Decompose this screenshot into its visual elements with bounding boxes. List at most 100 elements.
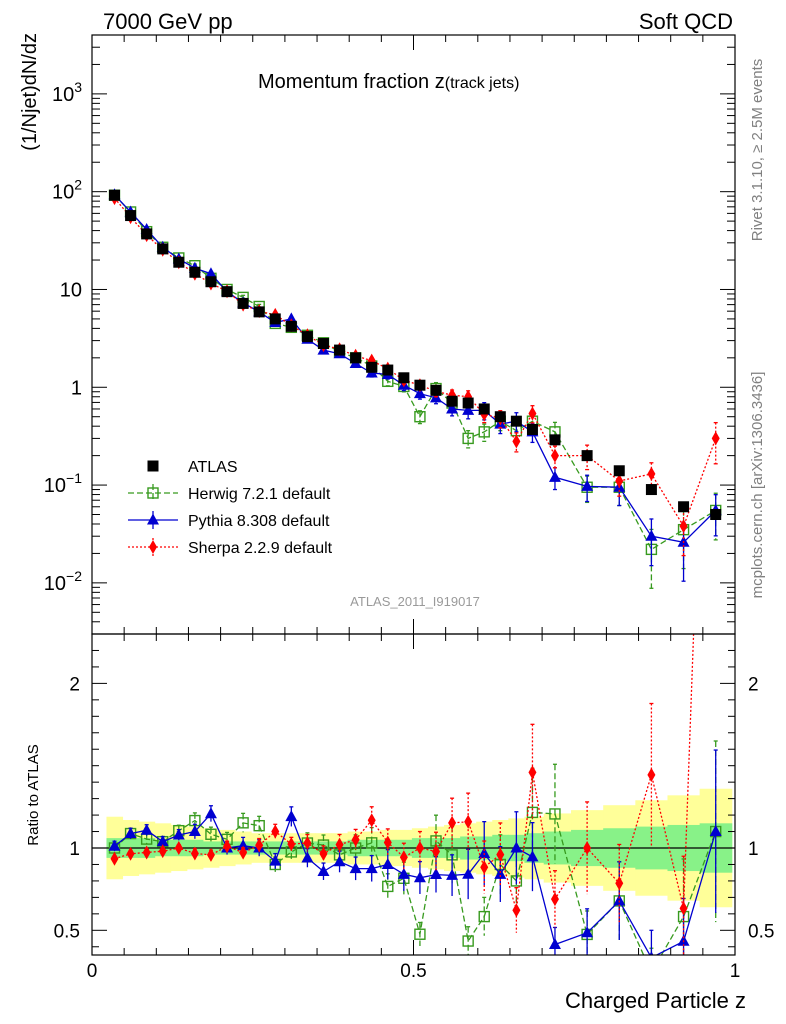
atlas-point — [478, 403, 490, 415]
y-tick-base: 10 — [44, 475, 66, 497]
sherpa-ratio-point — [464, 814, 473, 829]
ratio-tick-label-right: 2 — [748, 674, 759, 695]
pythia-point — [413, 387, 426, 399]
sherpa-ratio-point — [480, 860, 489, 875]
pythia-ratio-point — [172, 828, 185, 840]
herwig-ratio-point — [205, 828, 217, 840]
ratio-y-axis-label: Ratio to ATLAS — [25, 744, 42, 845]
pythia-ratio-point — [709, 825, 722, 837]
pythia-ratio-point — [317, 865, 330, 877]
pythia-point — [462, 403, 475, 415]
rivet-version-label: Rivet 3.1.10, ≥ 2.5M events — [749, 59, 766, 242]
herwig-ratio-point — [253, 819, 265, 832]
atlas-point — [269, 313, 281, 325]
sherpa-ratio-point — [223, 839, 232, 854]
y-tick-exponent: −1 — [66, 470, 82, 486]
sherpa-ratio-point — [432, 844, 441, 859]
atlas-point — [382, 364, 394, 376]
x-axis-label: Charged Particle z — [565, 988, 746, 1013]
atlas-point — [109, 189, 121, 201]
ratio-tick-label: 0.5 — [54, 921, 80, 942]
atlas-point — [613, 465, 625, 477]
pythia-ratio-point — [365, 862, 378, 874]
pythia-ratio-point — [188, 825, 201, 837]
herwig-ratio-point — [646, 967, 656, 977]
atlas-point — [301, 331, 313, 343]
legend: ATLAS Herwig 7.2.1 default Pythia 8.308 de… — [128, 459, 333, 557]
y-tick-base: 10 — [44, 573, 66, 595]
sherpa-point — [528, 406, 537, 421]
pythia-ratio-point — [124, 827, 137, 839]
process-label: Soft QCD — [639, 9, 733, 34]
pythia-point — [581, 479, 594, 491]
sherpa-ratio-point — [206, 847, 215, 862]
sherpa-ratio-point — [583, 841, 592, 855]
atlas-point — [710, 509, 722, 521]
pythia-ratio-point — [548, 937, 561, 949]
sherpa-ratio-point — [512, 903, 521, 918]
analysis-id-label: ATLAS_2011_I919017 — [350, 594, 480, 609]
herwig-point — [478, 426, 490, 438]
mcplots-label: mcplots.cern.ch [arXiv:1306.3436] — [749, 372, 766, 599]
legend-label-herwig: Herwig 7.2.1 default — [188, 486, 331, 503]
herwig-ratio-point — [382, 880, 394, 893]
sherpa-point — [550, 448, 559, 463]
pythia-point — [548, 470, 561, 482]
pythia-ratio-point — [204, 807, 217, 819]
y-tick-label: 10−2 — [44, 568, 82, 595]
herwig-ratio-point — [549, 808, 561, 820]
legend-marker-sherpa — [149, 540, 157, 554]
legend-marker-atlas — [147, 460, 159, 472]
sherpa-ratio-point — [271, 824, 280, 839]
atlas-point — [398, 372, 410, 384]
pythia-ratio-point — [397, 867, 410, 879]
pythia-ratio-point — [413, 871, 426, 883]
pythia-ratio-point — [349, 862, 362, 874]
atlas-point — [581, 450, 593, 462]
ratio-tick-label-right: 0.5 — [748, 921, 774, 942]
sherpa-ratio-point — [239, 845, 248, 860]
atlas-point — [334, 344, 346, 356]
herwig-point — [462, 432, 474, 445]
sherpa-ratio-point — [679, 901, 688, 916]
sherpa-point — [647, 466, 656, 481]
atlas-point — [157, 243, 169, 255]
pythia-ratio-point — [237, 839, 250, 851]
atlas-point — [173, 256, 185, 268]
main-plot-series — [108, 188, 722, 589]
y-tick-exponent: 3 — [74, 79, 82, 95]
atlas-point — [414, 379, 426, 391]
atlas-point — [125, 210, 137, 222]
ratio-tick-label: 2 — [69, 674, 80, 695]
pythia-point — [204, 267, 217, 279]
atlas-point — [237, 297, 249, 309]
sherpa-line — [114, 197, 717, 528]
ratio-tick-label: 1 — [69, 839, 80, 860]
sherpa-ratio-point — [142, 845, 151, 860]
pythia-ratio-point — [462, 867, 475, 879]
atlas-point — [510, 415, 522, 427]
sherpa-ratio-point — [351, 832, 360, 847]
sherpa-ratio-point — [126, 846, 135, 861]
y-tick-label: 10 — [60, 279, 82, 301]
ratio-tick-label-right: 1 — [748, 839, 759, 860]
atlas-point — [462, 397, 474, 409]
sherpa-point — [512, 434, 521, 449]
pythia-ratio-point — [478, 846, 491, 858]
y-tick-base: 10 — [60, 279, 82, 301]
atlas-point — [549, 434, 561, 446]
herwig-point — [414, 411, 426, 423]
pythia-point — [446, 402, 459, 414]
y-tick-label: 1 — [71, 377, 82, 399]
herwig-ratio-point — [366, 837, 378, 849]
y-tick-label: 10−1 — [44, 470, 82, 497]
chart-title-main: Momentum fraction z — [258, 71, 445, 93]
pythia-point — [645, 529, 658, 541]
pythia-ratio-point — [140, 823, 153, 835]
pythia-ratio-point — [494, 867, 507, 879]
y-tick-label: 102 — [52, 177, 82, 204]
herwig-line — [114, 194, 717, 551]
sherpa-ratio-point — [383, 835, 392, 850]
sherpa-ratio-point — [367, 813, 376, 828]
